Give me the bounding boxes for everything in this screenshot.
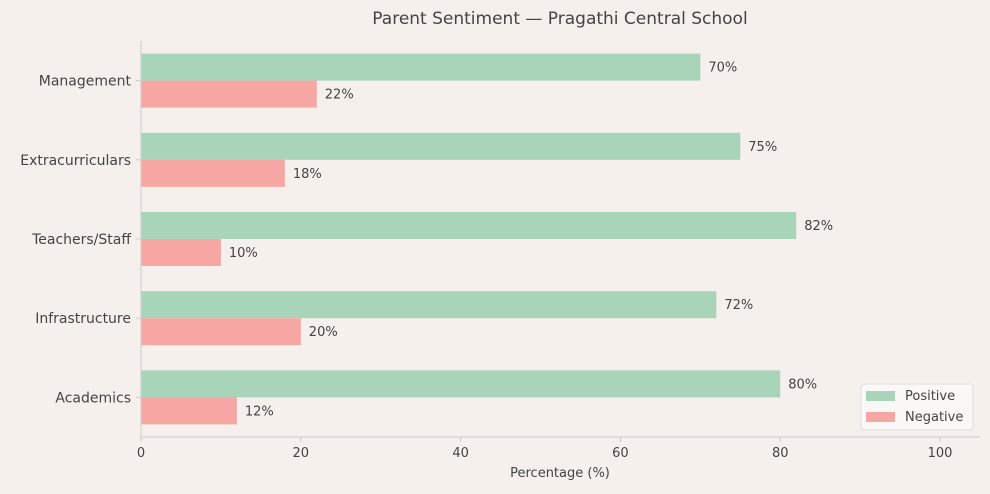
data-label: 20% (309, 325, 338, 340)
data-label: 72% (724, 298, 753, 313)
bar-positive (141, 370, 781, 398)
bar-negative (141, 397, 237, 425)
x-tick-label: 40 (452, 446, 469, 461)
data-label: 75% (748, 140, 777, 155)
x-tick-label: 80 (772, 446, 789, 461)
bar-positive (141, 291, 717, 319)
x-tick-label: 0 (137, 446, 145, 461)
data-label: 80% (788, 377, 817, 392)
data-label: 22% (325, 88, 354, 103)
y-tick-label: Management (39, 74, 132, 90)
y-tick-label: Extracurriculars (20, 153, 131, 169)
bar-positive (141, 132, 741, 160)
bar-negative (141, 318, 301, 346)
data-label: 10% (229, 246, 258, 261)
data-label: 12% (245, 404, 274, 419)
bar-positive (141, 53, 701, 81)
x-tick-label: 100 (928, 446, 953, 461)
data-label: 70% (708, 61, 737, 76)
legend: Positive Negative (860, 383, 974, 431)
legend-swatch-negative (866, 412, 895, 422)
bar-negative (141, 159, 285, 187)
bar-negative (141, 80, 317, 108)
legend-label-positive: Positive (905, 389, 955, 404)
data-label: 82% (804, 219, 833, 234)
x-tick-label: 20 (293, 446, 310, 461)
chart-title: Parent Sentiment — Pragathi Central Scho… (372, 9, 747, 29)
y-tick-label: Teachers/Staff (31, 232, 131, 248)
y-tick-label: Academics (55, 390, 131, 406)
data-label: 18% (293, 167, 322, 182)
bar-positive (141, 212, 797, 239)
x-tick-label: 60 (612, 446, 629, 461)
legend-label-negative: Negative (905, 410, 963, 425)
bar-negative (141, 239, 221, 266)
legend-swatch-positive (866, 391, 895, 401)
y-tick-label: Infrastructure (35, 311, 131, 327)
x-axis-label: Percentage (%) (510, 466, 610, 481)
